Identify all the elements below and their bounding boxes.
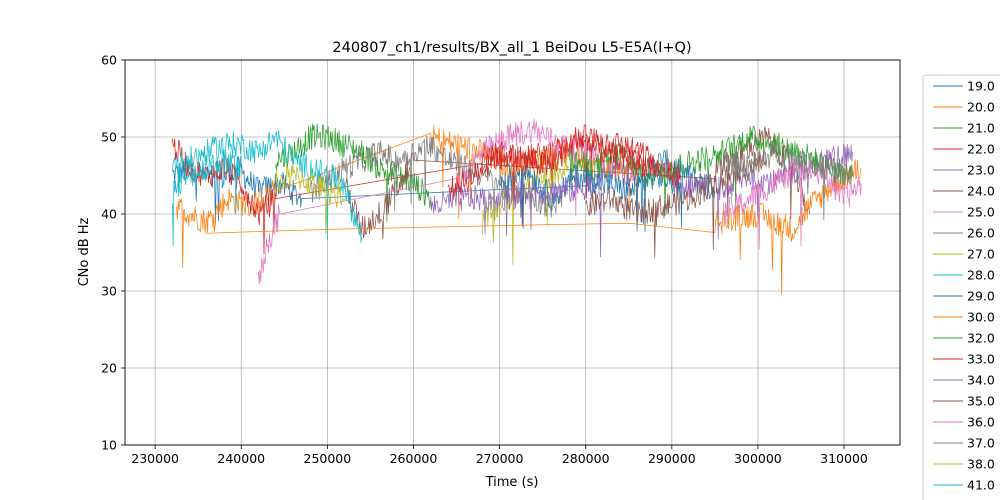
series-line-33.0: [447, 127, 681, 211]
y-tick-label: 10: [101, 438, 117, 453]
legend-label: 28.0: [967, 268, 995, 283]
x-tick-label: 240000: [217, 451, 265, 466]
series-line-26.0: [309, 135, 569, 237]
x-tick-label: 230000: [131, 451, 179, 466]
legend-label: 35.0: [967, 394, 995, 409]
y-tick-label: 20: [101, 361, 117, 376]
legend-label: 34.0: [967, 373, 995, 388]
legend-label: 27.0: [967, 247, 995, 262]
legend-label: 36.0: [967, 415, 995, 430]
series-line-32.0: [568, 125, 853, 217]
x-tick-label: 270000: [476, 451, 524, 466]
legend: 19.0 20.0 21.0 22.0 23.0 24.0 25.0 26.0 27.0 28.0…: [922, 74, 1000, 500]
legend-label: 37.0: [967, 436, 995, 451]
x-tick-label: 280000: [562, 451, 610, 466]
x-tick-label: 290000: [648, 451, 696, 466]
x-axis-label: Time (s): [485, 475, 539, 490]
legend-label: 20.0: [967, 100, 995, 115]
series-line-34.0: [430, 169, 604, 258]
series-line-41.0: [172, 148, 242, 247]
legend-label: 19.0: [967, 79, 995, 94]
legend-label: 25.0: [967, 205, 995, 220]
series-line-28.0: [172, 130, 363, 244]
series-line-37.0: [723, 141, 853, 221]
x-tick-label: 310000: [820, 451, 868, 466]
y-axis-label: CNo dB Hz: [77, 217, 92, 286]
legend-label: 29.0: [967, 289, 995, 304]
series-line-38.0: [275, 164, 345, 234]
series-line-35.0: [585, 149, 767, 259]
x-tick-label: 300000: [734, 451, 782, 466]
y-tick-label: 50: [101, 130, 117, 145]
series-line-24.0: [344, 126, 810, 240]
chart-title: 240807_ch1/results/BX_all_1 BeiDou L5-E5…: [332, 40, 691, 56]
legend-label: 41.0: [967, 478, 995, 493]
series-line-29.0: [499, 155, 681, 232]
legend-label: 26.0: [967, 226, 995, 241]
x-tick-label: 250000: [304, 451, 352, 466]
data-series: [172, 118, 862, 295]
y-tick-label: 60: [101, 53, 117, 68]
axis-ticks: 230000 240000 250000 260000 270000 280000 2900…: [101, 53, 868, 467]
legend-label: 32.0: [967, 331, 995, 346]
y-tick-label: 30: [101, 284, 117, 299]
legend-label: 23.0: [967, 163, 995, 178]
legend-label: 24.0: [967, 184, 995, 199]
y-tick-label: 40: [101, 207, 117, 222]
legend-label: 33.0: [967, 352, 995, 367]
x-tick-label: 260000: [390, 451, 438, 466]
legend-label: 21.0: [967, 121, 995, 136]
legend-frame: [922, 74, 1000, 500]
legend-label: 38.0: [967, 457, 995, 472]
legend-label: 22.0: [967, 142, 995, 157]
plot-frame: [124, 59, 901, 446]
legend-label: 30.0: [967, 310, 995, 325]
